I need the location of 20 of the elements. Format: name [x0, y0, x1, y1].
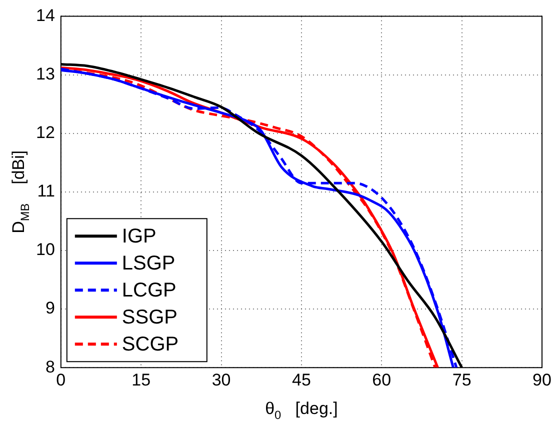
x-tick-label: 75: [452, 370, 472, 390]
y-tick-label: 12: [36, 123, 55, 142]
y-tick-label: 10: [36, 240, 55, 260]
x-tick-label: 90: [532, 370, 552, 390]
y-tick-label: 13: [36, 64, 55, 84]
x-tick-label: 45: [292, 370, 311, 390]
legend-label: SCGP: [122, 334, 179, 356]
legend-label: SSGP: [122, 306, 178, 329]
x-tick-label: 15: [132, 370, 151, 390]
legend-label: LCGP: [122, 280, 176, 302]
x-tick-label: 60: [372, 370, 392, 390]
legend-label: LSGP: [122, 252, 176, 275]
legend-label: IGP: [122, 226, 156, 248]
y-tick-label: 14: [36, 6, 55, 25]
x-tick-label: 30: [212, 370, 231, 390]
x-tick-label: 0: [56, 370, 66, 390]
y-tick-label: 9: [45, 298, 55, 318]
text: DMB [dBi]: [9, 150, 32, 234]
y-tick-label: 11: [37, 182, 55, 201]
y-tick-label: 8: [45, 357, 55, 376]
